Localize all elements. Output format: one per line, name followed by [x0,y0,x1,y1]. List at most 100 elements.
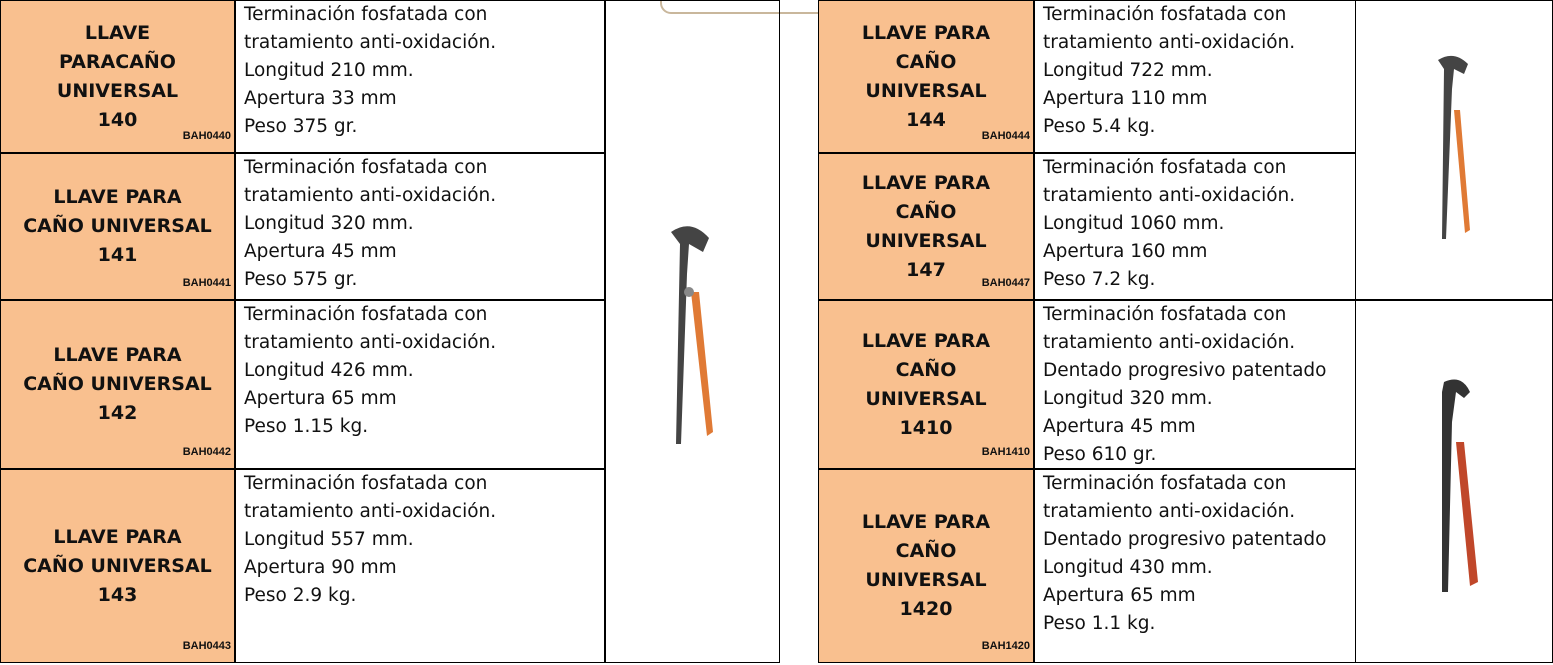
description-line: Terminación fosfatada con [244,157,488,178]
description-line: Apertura 45 mm [1043,416,1196,437]
product-title: 141 [97,244,138,266]
description-line: Terminación fosfatada con [244,473,488,494]
description-line: tratamiento anti-oxidación. [1043,185,1296,206]
description-line: Apertura 160 mm [1043,241,1208,262]
product-title: UNIVERSAL [56,79,179,102]
product-title: CAÑO UNIVERSAL [23,215,212,237]
product-title: 143 [97,583,138,606]
description-line: Dentado progresivo patentado [1043,360,1327,381]
product-title: UNIVERSAL [865,79,987,102]
product-title: 144 [906,108,946,131]
description-cell: Terminación fosfatada con tratamiento ant… [1034,0,1356,153]
description-line: Apertura 90 mm [244,557,397,578]
description-cell: Terminación fosfatada con tratamiento ant… [1034,153,1356,300]
wrench-image [1438,55,1470,240]
description-cell: Terminación fosfatada con tratamiento ant… [235,153,605,300]
description-line: Longitud 430 mm. [1043,557,1213,578]
product-title-cell: LLAVE PARA CAÑO UNIVERSAL 142 BAH0442 [0,300,235,469]
description-line: Terminación fosfatada con [1043,157,1287,178]
product-title: 147 [906,258,946,281]
product-code: BAH0442 [182,446,231,458]
description-line: tratamiento anti-oxidación. [244,501,497,522]
product-title: CAÑO UNIVERSAL [23,373,212,395]
description-line: tratamiento anti-oxidación. [1043,501,1296,522]
description-line: tratamiento anti-oxidación. [244,332,497,353]
description-line: tratamiento anti-oxidación. [1043,332,1296,353]
product-title: LLAVE PARA [861,329,991,352]
description-line: tratamiento anti-oxidación. [244,32,497,53]
product-title-cell: LLAVE PARA CAÑO UNIVERSAL 141 BAH0441 [0,153,235,300]
description-line: Apertura 110 mm [1043,88,1208,109]
product-title: CAÑO [895,540,957,562]
description-cell: Terminación fosfatada con tratamiento ant… [1034,300,1356,469]
product-title: 142 [97,402,138,424]
description-cell: Terminación fosfatada con tratamiento ant… [235,0,605,153]
description-cell: Terminación fosfatada con tratamiento ant… [235,469,605,663]
product-title: CAÑO UNIVERSAL [23,554,212,577]
product-title: CAÑO [895,358,957,381]
description-line: Longitud 320 mm. [1043,388,1213,409]
product-code: BAH0447 [981,277,1030,289]
description-line: Peso 575 gr. [244,269,358,290]
product-title-cell: LLAVE PARA CAÑO UNIVERSAL 1410 BAH1410 [818,300,1034,469]
product-title: LLAVE PARA [53,186,182,208]
description-line: tratamiento anti-oxidación. [1043,32,1296,53]
description-line: Terminación fosfatada con [244,4,488,25]
description-line: Peso 610 gr. [1043,444,1157,465]
description-line: Peso 1.1 kg. [1043,613,1156,634]
product-title-cell: LLAVE PARA CAÑO UNIVERSAL 144 BAH0444 [818,0,1034,153]
wrench-image [670,225,713,444]
product-title: CAÑO [895,200,957,223]
product-code: BAH0443 [182,640,231,652]
product-title: 140 [97,108,138,131]
image-cell [1355,0,1553,300]
description-line: Longitud 426 mm. [244,360,414,381]
product-title: UNIVERSAL [865,569,987,591]
wrench-image [1442,379,1478,592]
product-title: UNIVERSAL [865,387,987,410]
product-title-cell: LLAVE PARACAÑO UNIVERSAL 140 BAH0440 [0,0,235,153]
product-title: 1420 [899,598,953,620]
product-title: LLAVE PARA [53,525,182,548]
product-code: BAH0440 [182,130,231,142]
description-line: Peso 7.2 kg. [1043,269,1156,290]
product-title: LLAVE PARA [861,21,991,44]
product-title: UNIVERSAL [865,229,987,252]
description-line: Terminación fosfatada con [1043,304,1287,325]
image-cell [1355,300,1553,663]
description-cell: Terminación fosfatada con tratamiento ant… [235,300,605,469]
description-line: Apertura 65 mm [1043,585,1196,606]
product-title: LLAVE PARA [861,511,991,533]
description-line: Longitud 320 mm. [244,213,414,234]
description-line: Longitud 722 mm. [1043,60,1213,81]
product-title: PARACAÑO [59,50,176,73]
description-line: Longitud 557 mm. [244,529,414,550]
description-line: Peso 1.15 kg. [244,416,369,437]
product-code: BAH1410 [981,446,1030,458]
product-title-cell: LLAVE PARA CAÑO UNIVERSAL 147 BAH0447 [818,153,1034,300]
product-title: LLAVE PARA [861,171,991,194]
description-line: Terminación fosfatada con [1043,473,1287,494]
product-title-cell: LLAVE PARA CAÑO UNIVERSAL 1420 BAH1420 [818,469,1034,663]
product-code: BAH0441 [182,277,231,289]
product-title: CAÑO [895,50,957,73]
description-line: Apertura 65 mm [244,388,397,409]
product-code: BAH0444 [981,130,1030,142]
product-title: 1410 [899,416,953,439]
description-line: Apertura 45 mm [244,241,397,262]
image-cell [605,0,780,663]
description-cell: Terminación fosfatada con tratamiento ant… [1034,469,1356,663]
description-line: Dentado progresivo patentado [1043,529,1327,550]
description-line: Peso 5.4 kg. [1043,116,1156,137]
description-line: Longitud 210 mm. [244,60,414,81]
description-line: Peso 375 gr. [244,116,358,137]
product-code: BAH1420 [981,640,1030,652]
product-title-cell: LLAVE PARA CAÑO UNIVERSAL 143 BAH0443 [0,469,235,663]
product-title: LLAVE PARA [53,344,182,366]
description-line: Terminación fosfatada con [244,304,488,325]
description-line: Longitud 1060 mm. [1043,213,1225,234]
product-title: LLAVE [84,21,151,44]
description-line: Terminación fosfatada con [1043,4,1287,25]
description-line: Peso 2.9 kg. [244,585,357,606]
